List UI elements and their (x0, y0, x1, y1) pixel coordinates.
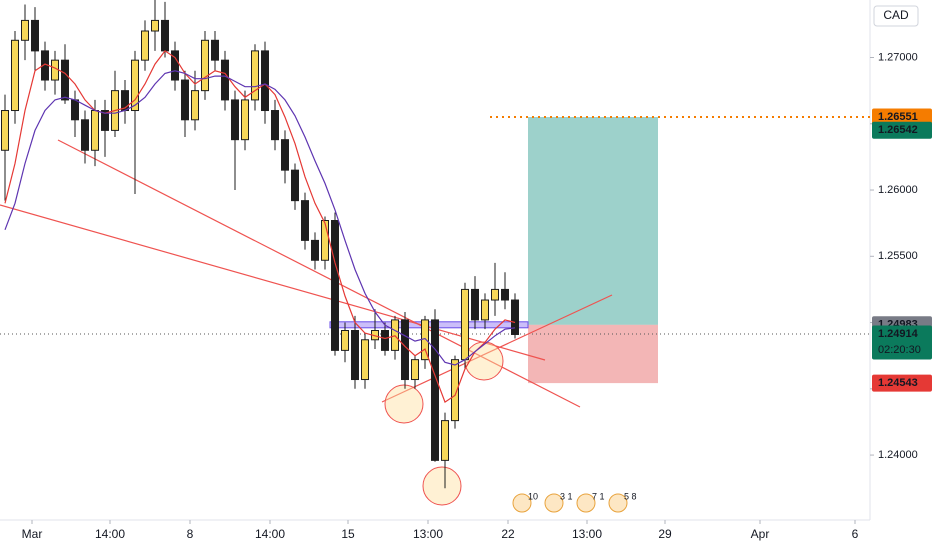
candle-body (381, 329, 389, 351)
trend-line (381, 294, 613, 403)
axes: 1.240001.245001.250001.255001.260001.265… (22, 51, 932, 541)
event-icon (544, 493, 564, 513)
x-tick-label: 29 (658, 527, 672, 541)
candle-body (51, 59, 59, 81)
candle-body (341, 329, 349, 351)
candle-body (321, 220, 329, 261)
candles (1, 0, 519, 489)
candle-body (181, 79, 189, 121)
candle-body (31, 19, 39, 52)
trend-line (0, 204, 546, 361)
candle-body (201, 39, 209, 92)
candle-body (261, 50, 269, 112)
price-tag (872, 325, 932, 360)
x-tick-label: 15 (341, 527, 355, 541)
candle-body (161, 19, 169, 52)
candle-body (391, 319, 399, 351)
candle-body (231, 99, 239, 141)
highlight-circle (384, 384, 424, 424)
candle-body (511, 299, 519, 335)
candle-body (71, 99, 79, 121)
currency-label: CAD (883, 8, 909, 22)
price-tag (872, 108, 932, 126)
position-layer (0, 116, 870, 384)
event-label: 3 1 (560, 491, 573, 501)
candle-body (421, 319, 429, 361)
candle-body (501, 288, 509, 301)
candle-body (311, 239, 319, 261)
candle-body (81, 119, 89, 151)
moving-averages (4, 50, 516, 404)
highlight-circle (464, 341, 504, 381)
candle-body (491, 288, 499, 301)
candle-body (251, 50, 259, 101)
x-tick-label: 13:00 (413, 527, 443, 541)
moving-average (4, 50, 516, 404)
stop-loss-zone (528, 324, 658, 384)
candle-body (271, 110, 279, 141)
candle-body (91, 110, 99, 151)
event-label: 5 8 (624, 491, 637, 501)
candle-body (241, 99, 249, 141)
candle-body (481, 299, 489, 321)
y-tick-label: 1.27000 (878, 51, 918, 63)
candle-body (291, 169, 299, 202)
candle-body (171, 50, 179, 81)
y-tick-label: 1.26000 (878, 184, 918, 196)
candle-body (471, 288, 479, 321)
price-tag (872, 374, 932, 392)
candle-body (411, 359, 419, 381)
candle-body (101, 110, 109, 131)
price-tag-label: 1.26551 (878, 111, 918, 123)
event-icon (576, 493, 596, 513)
event-label: 7 1 (592, 491, 605, 501)
candle-body (221, 59, 229, 101)
candle-body (211, 39, 219, 61)
moving-average (4, 70, 516, 366)
candle-body (21, 19, 29, 41)
candle-body (301, 200, 309, 241)
price-tag-label: 1.24543 (878, 377, 918, 389)
trend-line (57, 139, 581, 408)
y-tick-label: 1.24000 (878, 449, 918, 461)
x-tick-label: 14:00 (255, 527, 285, 541)
x-tick-label: Apr (751, 527, 770, 541)
price-tag (872, 121, 932, 139)
candle-body (1, 110, 9, 151)
candle-body (441, 420, 449, 461)
price-tag-label: 1.26542 (878, 124, 918, 136)
drawings (0, 139, 613, 506)
candle-body (461, 288, 469, 361)
candle-body (361, 339, 369, 381)
candle-body (281, 139, 289, 171)
x-tick-label: Mar (22, 527, 43, 541)
candle-body (61, 59, 69, 101)
candle-body (191, 90, 199, 121)
countdown-label: 02:20:30 (878, 344, 921, 356)
candle-body (151, 19, 159, 32)
event-icon (608, 493, 628, 513)
highlight-circle (422, 466, 462, 506)
currency-badge[interactable] (873, 5, 919, 27)
candle-body (451, 359, 459, 422)
price-tag-label: 1.24914 (878, 328, 919, 340)
x-tick-label: 8 (187, 527, 194, 541)
event-icon (512, 493, 532, 513)
candle-body (131, 59, 139, 112)
candle-body (401, 319, 409, 381)
candle-body (141, 30, 149, 61)
x-tick-label: 13:00 (572, 527, 602, 541)
x-tick-label: 14:00 (95, 527, 125, 541)
candle-body (331, 220, 339, 351)
x-tick-label: 6 (852, 527, 859, 541)
x-tick-label: 22 (501, 527, 515, 541)
candle-body (11, 39, 19, 112)
candle-body (351, 329, 359, 381)
y-tick-label: 1.25500 (878, 250, 918, 262)
candle-body (431, 319, 439, 461)
event-label: 10 (528, 491, 538, 501)
take-profit-zone (528, 117, 658, 325)
